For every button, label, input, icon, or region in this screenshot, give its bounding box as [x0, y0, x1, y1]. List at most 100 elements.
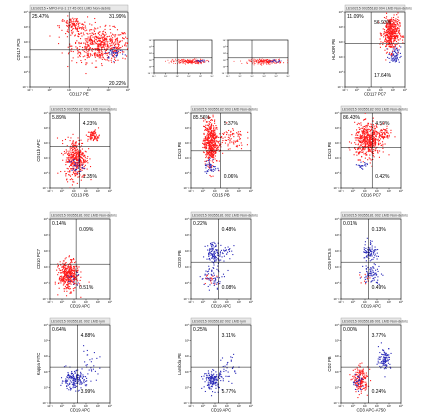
- red-event: [373, 136, 375, 138]
- red-event: [203, 143, 205, 145]
- blue-event: [398, 61, 400, 63]
- red-event: [359, 371, 361, 373]
- red-event: [384, 40, 386, 43]
- red-event: [97, 136, 99, 138]
- red-event: [359, 387, 361, 389]
- blue-event: [377, 362, 379, 364]
- red-event: [86, 43, 88, 45]
- red-event: [100, 36, 102, 38]
- x-tick-label: 10⁰: [60, 189, 65, 193]
- red-event: [392, 55, 394, 57]
- red-event: [358, 128, 361, 131]
- red-event: [67, 287, 69, 289]
- blue-event: [366, 255, 368, 257]
- y-tick-label: 10¹: [44, 265, 48, 269]
- red-event: [88, 39, 91, 41]
- blue-event: [385, 360, 387, 362]
- red-event: [106, 54, 108, 56]
- red-event: [66, 145, 68, 147]
- y-tick-label: 10²: [44, 249, 48, 253]
- blue-event: [203, 59, 205, 61]
- y-tick-label: 10¹: [339, 55, 343, 59]
- red-event: [70, 50, 72, 52]
- red-event: [96, 42, 98, 44]
- red-event: [97, 43, 99, 45]
- red-event: [364, 153, 366, 155]
- red-event: [209, 141, 212, 143]
- red-event: [363, 135, 365, 137]
- blue-event: [215, 385, 217, 387]
- red-event: [94, 56, 96, 58]
- blue-event: [214, 282, 216, 284]
- red-event: [213, 144, 215, 146]
- red-event: [217, 141, 219, 143]
- y-tick-label: 10¹: [149, 59, 152, 62]
- blue-event: [211, 270, 213, 273]
- red-event: [370, 137, 372, 139]
- red-event: [116, 38, 118, 40]
- red-event: [84, 150, 86, 152]
- red-event: [358, 375, 360, 377]
- red-event: [271, 60, 273, 61]
- red-event: [397, 16, 399, 18]
- blue-event: [386, 48, 388, 50]
- red-event: [89, 138, 91, 140]
- blue-event: [85, 364, 87, 366]
- blue-event: [232, 367, 234, 369]
- red-event: [69, 149, 71, 151]
- red-event: [385, 41, 387, 43]
- red-event: [362, 151, 364, 153]
- red-event: [207, 278, 209, 280]
- blue-event: [211, 386, 213, 388]
- red-event: [73, 23, 75, 25]
- red-event: [94, 17, 96, 20]
- blue-event: [124, 54, 126, 56]
- blue-event: [381, 366, 383, 368]
- red-event: [102, 38, 104, 40]
- red-event: [76, 19, 78, 21]
- red-event: [252, 63, 254, 65]
- blue-event: [209, 284, 211, 286]
- red-event: [392, 28, 394, 30]
- red-event: [109, 28, 111, 31]
- blue-event: [393, 57, 395, 59]
- blue-event: [369, 249, 372, 251]
- red-event: [366, 137, 368, 139]
- red-event: [230, 138, 232, 140]
- blue-event: [204, 373, 206, 375]
- red-event: [205, 148, 207, 150]
- red-event: [229, 135, 231, 137]
- red-event: [360, 140, 362, 142]
- blue-event: [215, 249, 217, 251]
- red-event: [379, 138, 381, 140]
- red-event: [109, 25, 111, 27]
- red-event: [182, 60, 183, 62]
- red-event: [259, 58, 261, 60]
- red-event: [72, 275, 74, 277]
- blue-event: [77, 390, 79, 392]
- blue-event: [371, 251, 373, 253]
- blue-event: [216, 254, 218, 256]
- blue-event: [115, 52, 117, 54]
- x-tick-label: 10²: [87, 88, 91, 92]
- red-event: [83, 46, 86, 48]
- red-event: [364, 118, 366, 121]
- red-event: [373, 125, 375, 127]
- red-event: [72, 149, 74, 151]
- blue-event: [81, 383, 83, 385]
- x-tick-label: 10⁻¹: [338, 189, 344, 193]
- red-event: [209, 136, 211, 138]
- red-event: [84, 161, 86, 163]
- red-event: [98, 31, 100, 33]
- red-event: [70, 137, 72, 139]
- red-event: [101, 63, 103, 65]
- red-event: [96, 140, 99, 142]
- red-event: [370, 147, 372, 149]
- blue-event: [392, 60, 394, 62]
- red-event: [69, 281, 71, 283]
- red-event: [224, 142, 226, 144]
- red-event: [387, 27, 389, 29]
- red-event: [67, 286, 69, 288]
- red-event: [189, 62, 190, 64]
